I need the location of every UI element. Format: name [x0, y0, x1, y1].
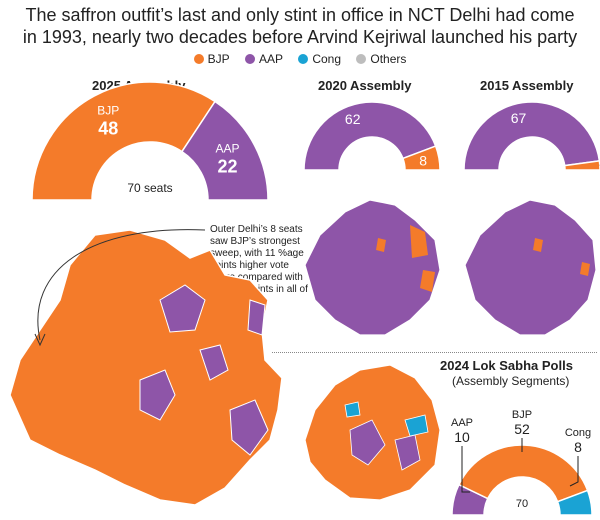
donut-3-slice-cong [556, 489, 593, 516]
annotation-arrow [37, 229, 206, 341]
legend-label-bjp: BJP [207, 52, 230, 66]
donut-1-slice-aap [303, 101, 437, 171]
donut-2-slice-aap [463, 101, 600, 171]
map-2025-aap-region-5 [247, 299, 266, 336]
donut-0-slice-bjp [31, 81, 217, 201]
map-2020-shape [304, 199, 441, 336]
map-2025 [9, 229, 283, 506]
donut-2-label-aap-value: 67 [511, 110, 527, 126]
donut-0-label-aap-name: AAP [215, 141, 239, 155]
headline-line-1: The saffron outfit’s last and only stint… [25, 5, 575, 25]
legend: BJP AAP Cong Others [0, 52, 600, 67]
subtitle-2024: (Assembly Segments) [452, 374, 570, 388]
map-2020-bjp-region-2 [420, 270, 435, 292]
headline-line-2: in 1993, nearly two decades before Arvin… [22, 27, 578, 47]
donut-0-total-label: 70 seats [127, 181, 172, 195]
legend-item-cong: Cong [298, 52, 341, 66]
legend-label-others: Others [370, 52, 407, 66]
legend-label-cong: Cong [312, 52, 342, 66]
donut-3-leader-aap [461, 446, 470, 493]
headline: The saffron outfit’s last and only stint… [8, 4, 592, 48]
legend-item-aap: AAP [244, 52, 283, 66]
map-2025-aap-region-3 [229, 399, 269, 456]
donut-3-label-aap-name: AAP [451, 417, 473, 429]
map-2024-aap-region-2 [394, 434, 421, 471]
legend-dot-others [356, 54, 367, 64]
donut-3-label-aap-value: 10 [454, 429, 470, 445]
map-2015-shape [464, 199, 597, 336]
donut-0-label-aap-value: 22 [217, 156, 237, 176]
legend-dot-bjp [193, 54, 204, 64]
annotation-arrow-head [34, 333, 46, 347]
map-2020-bjp-region-1 [410, 225, 428, 258]
donut-1-label-aap-value: 62 [345, 111, 361, 127]
map-2020-bjp-region-3 [376, 238, 386, 252]
donut-0-label-bjp-name: BJP [97, 104, 119, 118]
map-2020 [304, 199, 441, 336]
map-2025-aap-region-2 [139, 369, 176, 421]
map-2024 [304, 364, 441, 501]
title-2020: 2020 Assembly [318, 78, 412, 93]
donut-3-label-bjp-name: BJP [512, 409, 532, 421]
legend-item-others: Others [356, 52, 406, 66]
legend-item-bjp: BJP [193, 52, 230, 66]
map-2024-aap-region-1 [349, 419, 386, 466]
map-2015 [464, 199, 597, 336]
divider-line [272, 352, 597, 353]
donut-3-label-cong-value: 8 [574, 439, 582, 455]
donut-3-slice-bjp [457, 444, 589, 503]
map-2015-bjp-region-1 [533, 238, 543, 252]
donut-3-label-cong-name: Cong [565, 427, 591, 439]
donut-3-leader-cong [569, 456, 579, 487]
map-2025-shape [9, 229, 283, 506]
map-2025-aap-region-1 [159, 284, 206, 333]
donut-1-slice-bjp [401, 145, 441, 171]
map-2024-cong-region-1 [404, 414, 429, 437]
map-2024-cong-region-2 [344, 401, 361, 418]
donut-0-slice-aap [180, 100, 269, 201]
donut-1-label-bjp-value: 8 [419, 153, 427, 169]
legend-dot-aap [244, 54, 255, 64]
title-2015: 2015 Assembly [480, 78, 574, 93]
map-2025-aap-region-4 [199, 344, 229, 381]
map-2015-bjp-region-2 [580, 262, 590, 276]
legend-dot-cong [298, 54, 309, 64]
legend-label-aap: AAP [258, 52, 283, 66]
donut-3-label-bjp-value: 52 [514, 421, 530, 437]
donut-3-total-label: 70 [516, 498, 528, 510]
title-2024: 2024 Lok Sabha Polls [440, 358, 573, 373]
donut-0-label-bjp-value: 48 [98, 119, 118, 139]
